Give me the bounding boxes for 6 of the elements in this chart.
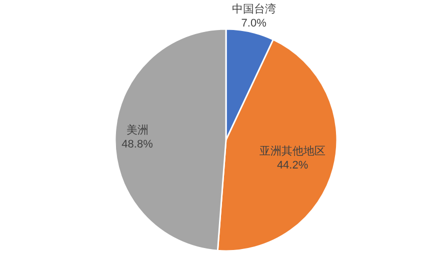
data-label: 7.0% [241,17,267,30]
slice-label: 亚洲其他地区 [260,144,326,158]
data-label: 44.2% [276,160,308,172]
slice-label: 中国台湾 [232,2,276,16]
slice-label: 美洲 [126,124,148,137]
data-label: 48.8% [122,138,154,151]
